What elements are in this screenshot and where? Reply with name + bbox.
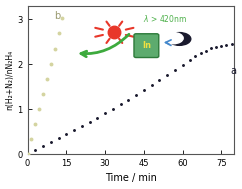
Ellipse shape	[163, 33, 183, 44]
Text: b: b	[54, 11, 61, 21]
Text: a: a	[230, 66, 236, 76]
Text: In: In	[142, 41, 151, 50]
Ellipse shape	[168, 33, 191, 45]
Y-axis label: n(H₂+N₂)/nN₂H₄: n(H₂+N₂)/nN₂H₄	[6, 50, 15, 110]
Text: $\lambda$ > 420nm: $\lambda$ > 420nm	[143, 13, 188, 24]
X-axis label: Time / min: Time / min	[105, 174, 157, 184]
FancyBboxPatch shape	[134, 34, 159, 57]
